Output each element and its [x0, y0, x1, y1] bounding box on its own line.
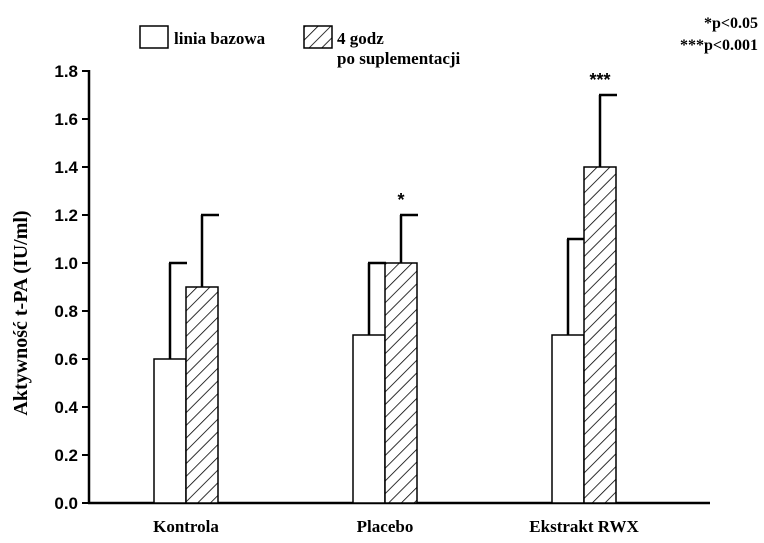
- legend-swatch-open: [139, 25, 169, 49]
- significance-legend-line-1: *p<0.05: [704, 15, 758, 32]
- bar-after-ekstrakt-rwx: [583, 166, 617, 504]
- significance-legend: *p<0.05 ***p<0.001: [680, 15, 758, 54]
- y-tick-label: 0.2: [54, 446, 78, 465]
- significance-mark: ***: [589, 70, 610, 90]
- y-tick-label: 1.2: [54, 206, 78, 225]
- legend-label-baseline: linia bazowa: [174, 29, 266, 48]
- legend-label-after-line-1: 4 godz: [337, 29, 384, 48]
- y-tick-label: 1.4: [54, 158, 78, 177]
- significance-legend-line-2: ***p<0.001: [680, 37, 758, 54]
- bar-after-placebo: [384, 262, 418, 504]
- legend-label-after: 4 godz po suplementacji: [337, 29, 461, 68]
- legend-label-after-line-2: po suplementacji: [337, 49, 461, 68]
- y-tick-label: 1.0: [54, 254, 78, 273]
- bars: ****: [153, 70, 617, 504]
- y-tick-label: 1.8: [54, 62, 78, 81]
- significance-mark: *: [397, 190, 404, 210]
- bar-baseline-kontrola: [153, 358, 187, 504]
- bar-baseline-ekstrakt-rwx: [551, 334, 585, 504]
- y-tick-label: 0.6: [54, 350, 78, 369]
- y-tick-label: 1.6: [54, 110, 78, 129]
- legend-swatch-hatched: [303, 25, 333, 49]
- y-ticks: 0.0 0.2 0.4 0.6 0.8 1.0 1.2 1.4 1.6 1.8: [54, 62, 89, 513]
- legend: linia bazowa 4 godz po suplementacji: [139, 25, 461, 68]
- x-tick-label: Ekstrakt RWX: [529, 517, 639, 536]
- y-axis-label: Aktywność t-PA (IU/ml): [10, 210, 32, 415]
- x-tick-label: Kontrola: [153, 517, 219, 536]
- bar-baseline-placebo: [352, 334, 386, 504]
- x-tick-labels: Kontrola Placebo Ekstrakt RWX: [153, 517, 639, 536]
- bar-after-kontrola: [185, 286, 219, 504]
- y-tick-label: 0.4: [54, 398, 78, 417]
- y-tick-label: 0.0: [54, 494, 78, 513]
- y-tick-label: 0.8: [54, 302, 78, 321]
- x-tick-label: Placebo: [357, 517, 414, 536]
